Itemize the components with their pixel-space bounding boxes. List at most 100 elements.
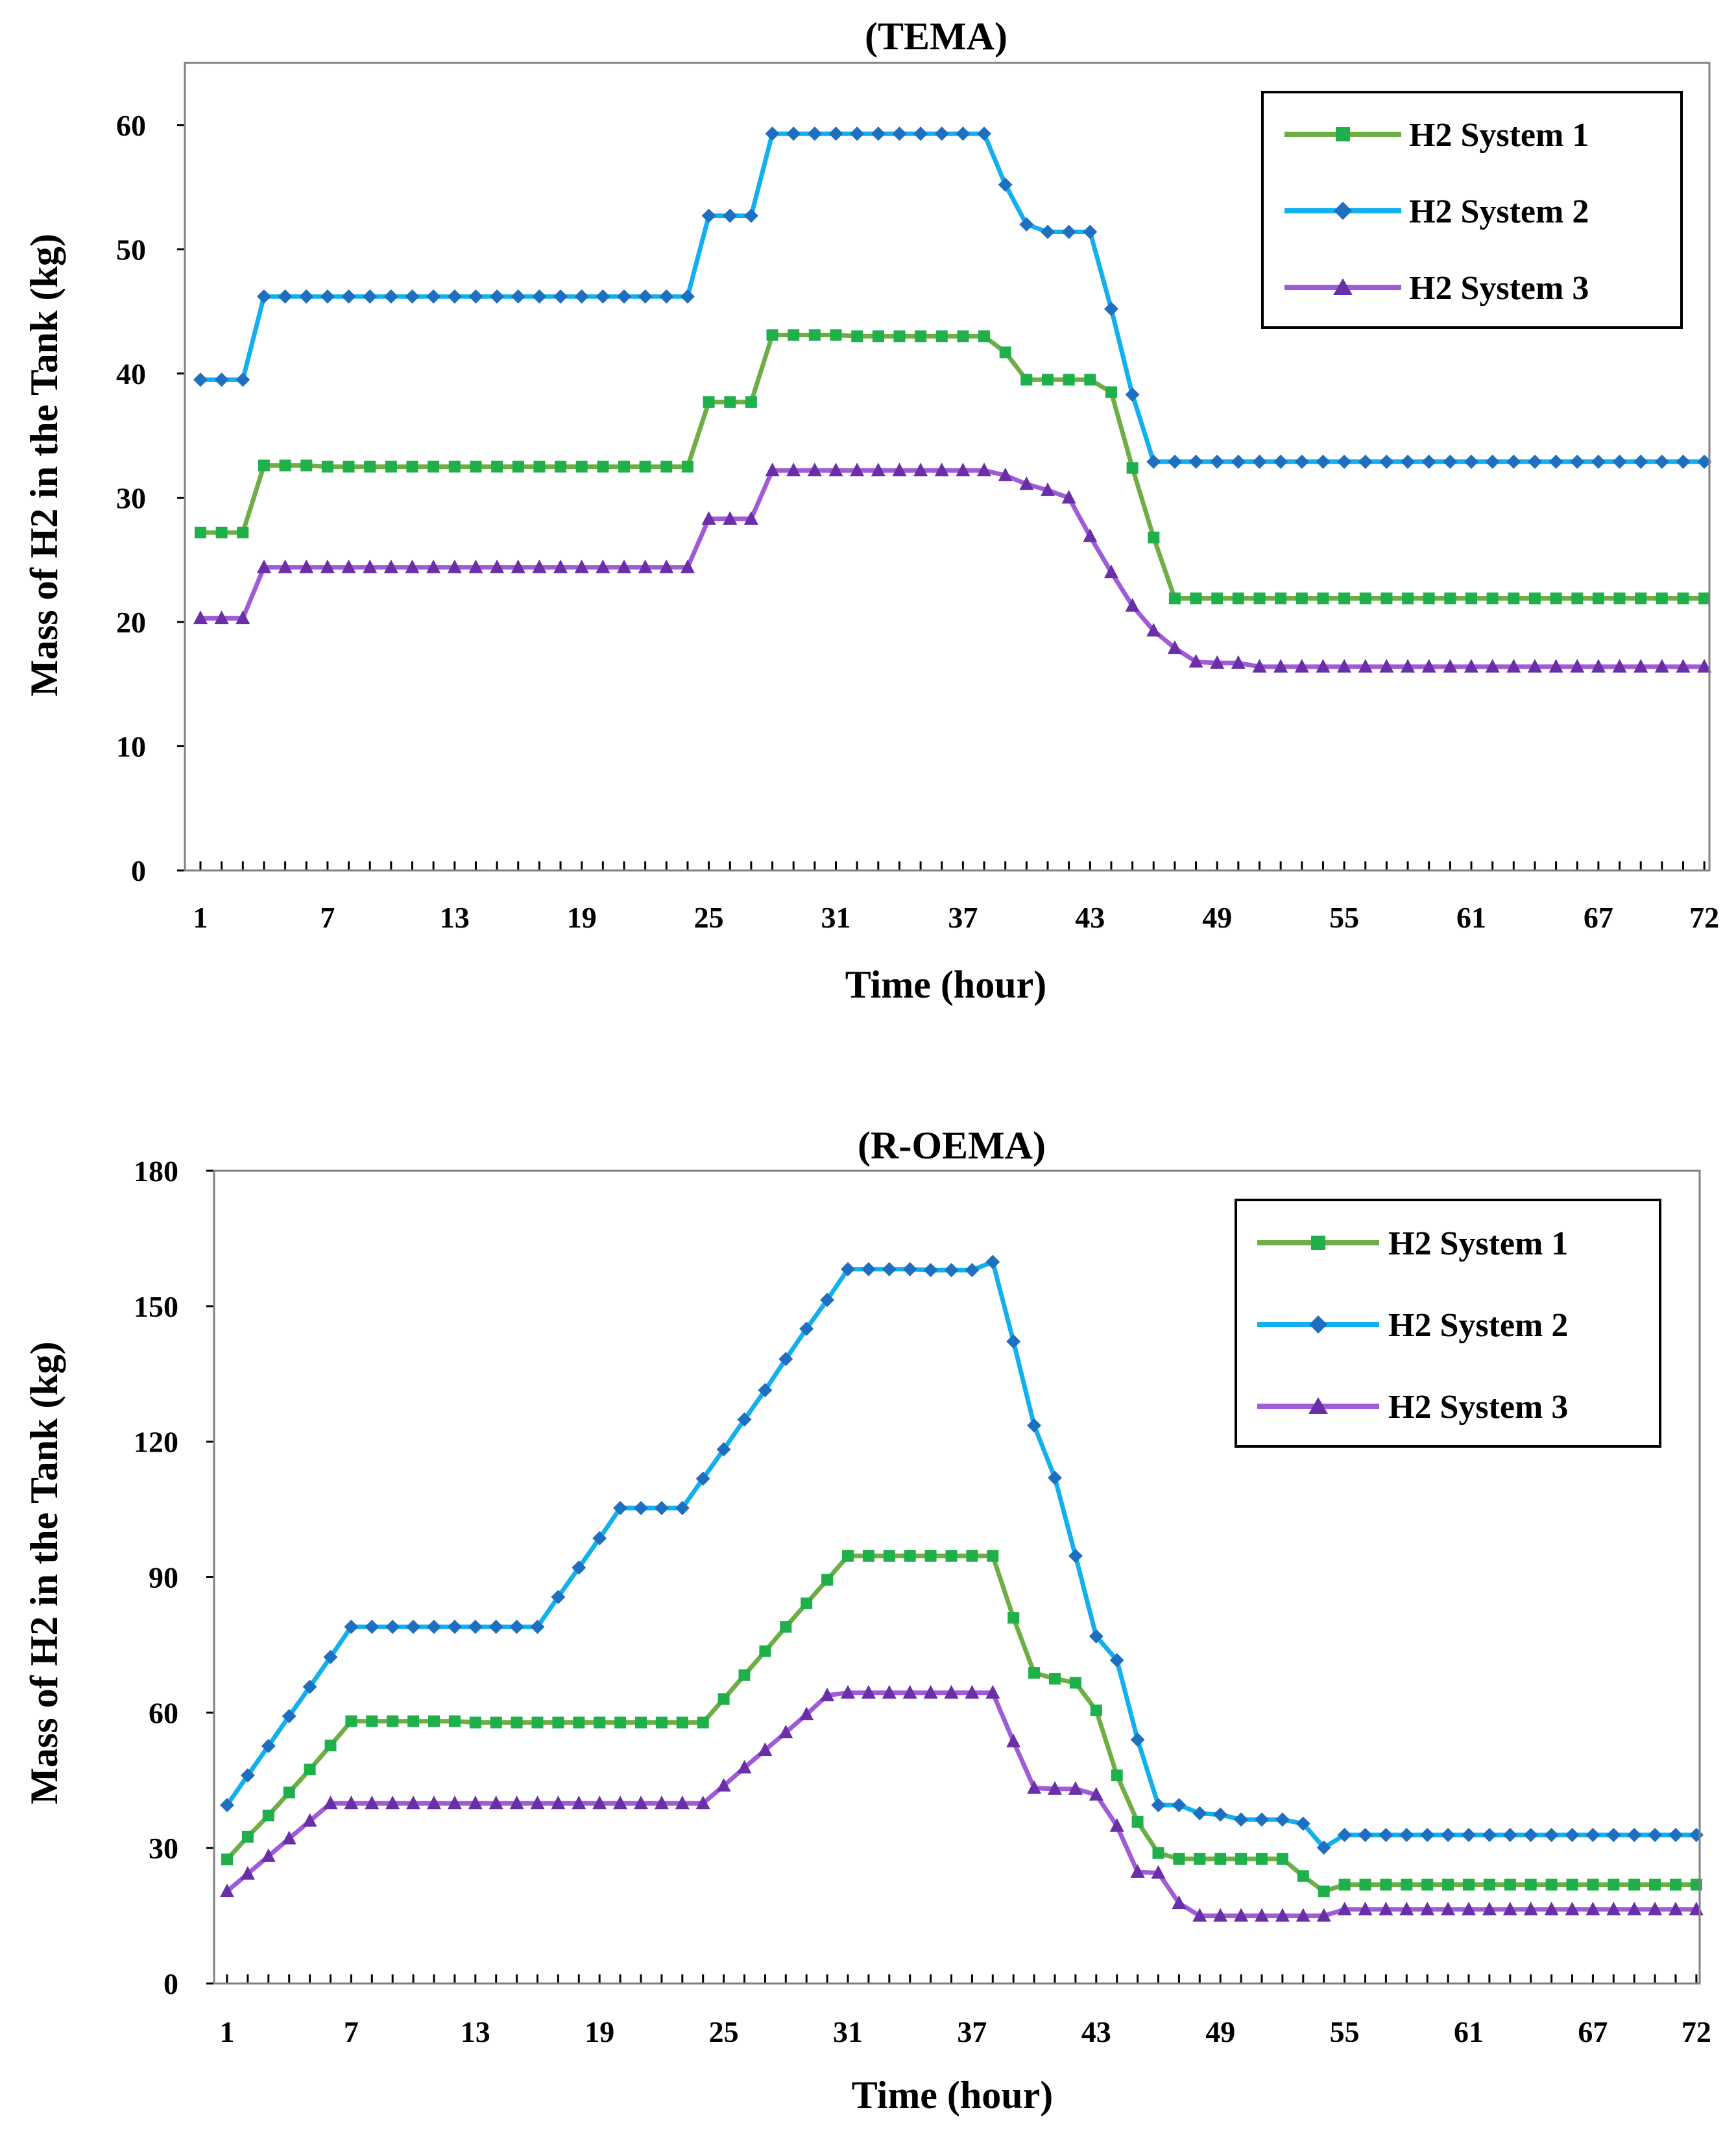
data-point (1213, 1908, 1228, 1922)
data-point (680, 289, 695, 304)
data-point (1089, 1787, 1103, 1801)
data-point (278, 559, 293, 573)
data-point (978, 330, 990, 342)
data-point (509, 1795, 524, 1810)
y-tick-label: 120 (134, 1426, 178, 1459)
data-point (778, 1724, 793, 1738)
data-point (639, 461, 651, 473)
data-point (323, 1649, 338, 1664)
data-point (488, 1795, 503, 1810)
x-tick-label: 67 (1584, 901, 1613, 934)
data-point (385, 1795, 400, 1810)
data-point (1669, 1827, 1683, 1842)
data-point (966, 1550, 978, 1562)
data-point (654, 1795, 669, 1810)
data-point (468, 559, 483, 573)
data-point (717, 1693, 730, 1705)
data-point (1255, 1908, 1269, 1922)
data-point (923, 1684, 938, 1699)
data-point (345, 1715, 357, 1727)
data-point (634, 1795, 648, 1810)
legend-label: H2 System 3 (1388, 1389, 1568, 1426)
data-point (1338, 1878, 1351, 1891)
data-point (1337, 1901, 1352, 1915)
data-point (447, 559, 462, 573)
data-point (1698, 592, 1711, 605)
data-point (237, 527, 249, 538)
legend-item-system-2: H2 System 2 (1284, 193, 1589, 230)
data-point (428, 461, 440, 473)
data-point (1235, 1852, 1248, 1865)
data-point (1649, 1878, 1661, 1891)
data-point (1027, 1780, 1042, 1794)
chart-tema: (TEMA) Mass of H2 in the Tank (kg) Time … (23, 15, 1719, 1006)
data-point (1275, 592, 1287, 605)
data-point (468, 1620, 483, 1635)
x-tick-label: 31 (833, 2015, 863, 2048)
data-point (1613, 592, 1626, 605)
data-point (1173, 1852, 1185, 1865)
data-point (261, 1848, 276, 1862)
data-point (1020, 374, 1033, 386)
data-point (1048, 1470, 1062, 1485)
x-tick-label: 55 (1329, 901, 1359, 934)
data-point (904, 1550, 916, 1562)
data-point (1358, 658, 1373, 673)
data-point (511, 289, 525, 304)
data-point (1316, 454, 1331, 469)
data-point (320, 289, 335, 304)
y-tick-label: 30 (149, 1832, 178, 1865)
data-point (1527, 454, 1542, 469)
data-point (882, 1262, 897, 1276)
data-point (1669, 1901, 1683, 1915)
data-point (488, 1620, 503, 1635)
data-point (240, 1865, 255, 1880)
data-point (676, 1716, 688, 1729)
data-point (1188, 654, 1203, 668)
data-point (385, 461, 397, 473)
legend-item-system-2: H2 System 2 (1257, 1307, 1568, 1344)
data-point (1402, 592, 1414, 605)
data-point (1019, 217, 1034, 232)
data-point (1608, 1878, 1620, 1891)
data-point (850, 462, 865, 477)
x-tick-label: 43 (1075, 901, 1105, 934)
data-point (957, 330, 969, 342)
data-point (1654, 658, 1669, 673)
data-point (1111, 1769, 1123, 1782)
data-point (1273, 454, 1288, 469)
x-tick-label: 7 (320, 901, 335, 934)
data-point (871, 462, 886, 477)
data-point (924, 1550, 937, 1562)
data-point (1401, 658, 1416, 673)
data-point (1089, 1629, 1103, 1644)
data-point (638, 289, 653, 304)
data-point (1276, 1852, 1288, 1865)
data-point (1380, 592, 1393, 605)
data-point (660, 461, 673, 473)
legend-label: H2 System 2 (1409, 193, 1589, 230)
data-point (447, 1795, 462, 1810)
data-point (654, 1500, 669, 1515)
data-point (235, 372, 250, 387)
data-point (695, 1795, 710, 1810)
data-point (193, 610, 208, 625)
data-point (195, 527, 206, 538)
data-point (1358, 1827, 1373, 1842)
data-point (716, 1778, 731, 1792)
data-point (1294, 658, 1309, 673)
data-point (614, 1716, 627, 1729)
plot-frame (184, 62, 1711, 872)
legend-item-system-3: H2 System 3 (1257, 1389, 1568, 1426)
data-point (220, 1883, 234, 1897)
data-point (871, 126, 886, 141)
data-point (555, 461, 566, 473)
series-group (193, 126, 1712, 673)
x-tick-label: 13 (440, 901, 470, 934)
data-point (1063, 374, 1075, 386)
data-point (320, 559, 335, 573)
data-point (1168, 592, 1181, 605)
data-point (387, 1715, 399, 1727)
data-point (364, 461, 376, 473)
data-point (1570, 658, 1585, 673)
